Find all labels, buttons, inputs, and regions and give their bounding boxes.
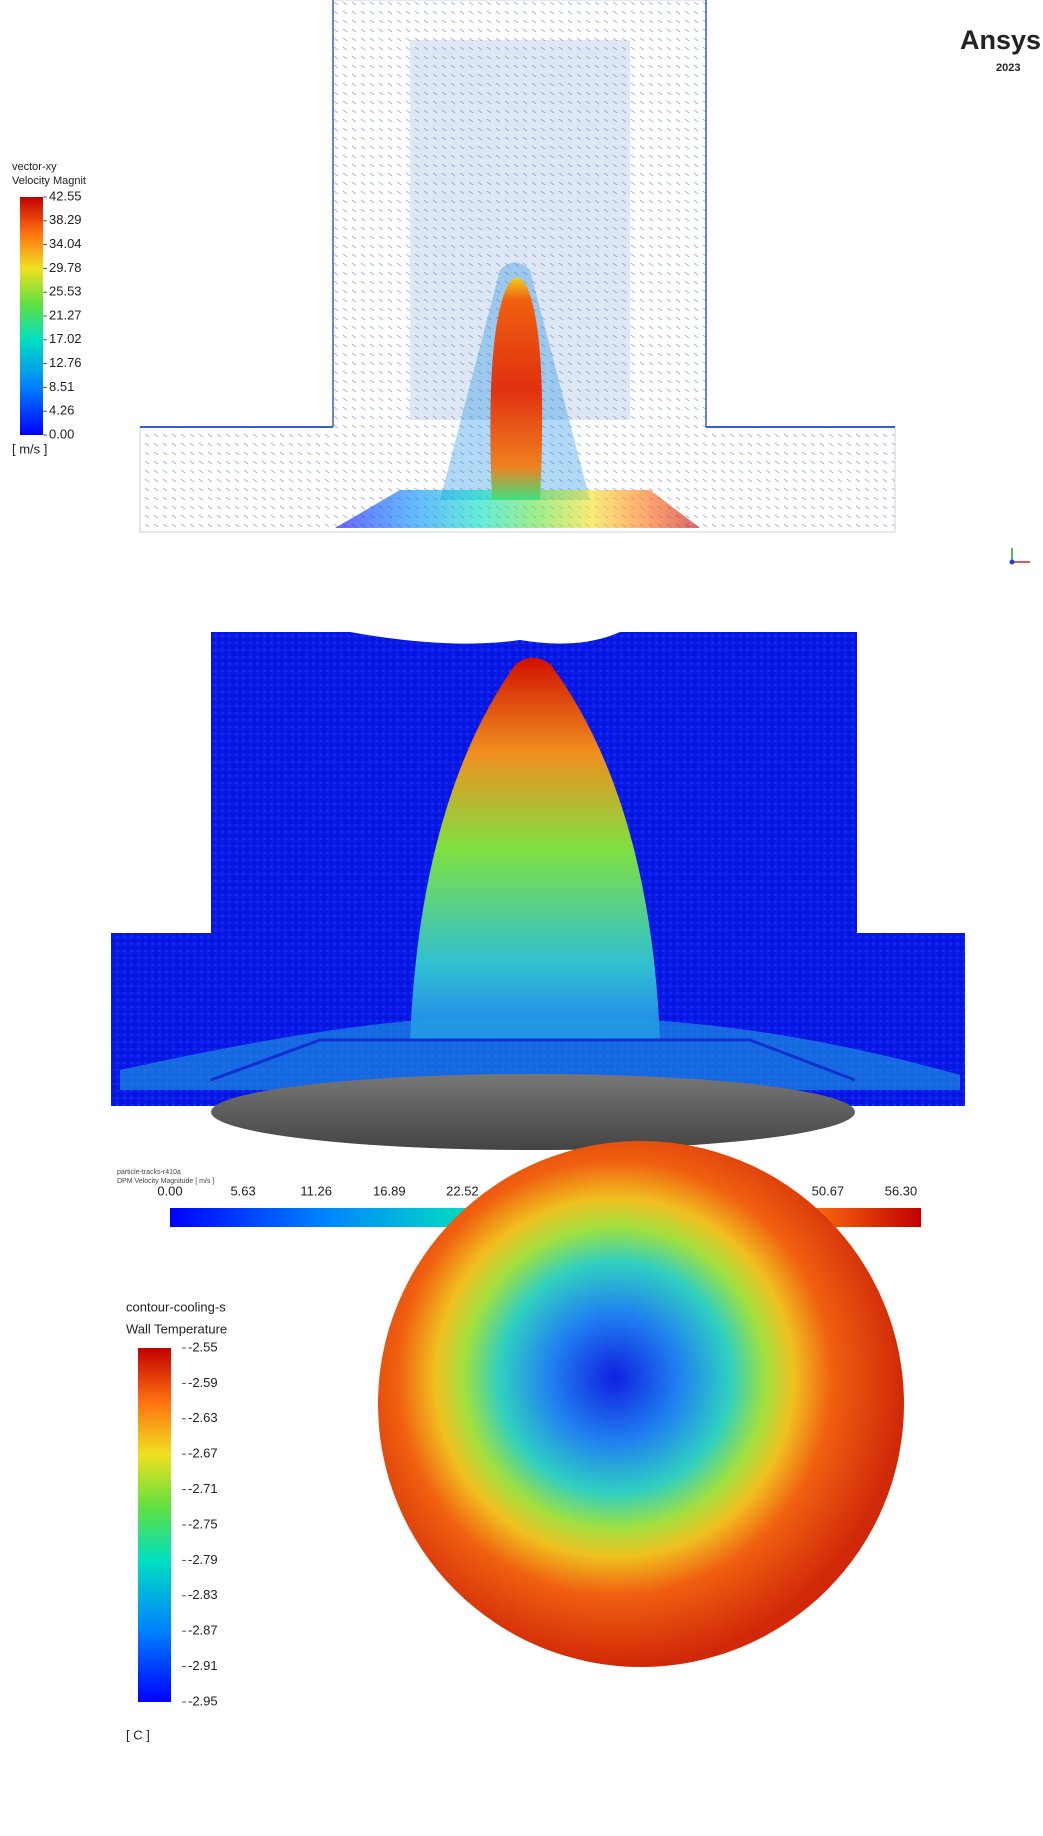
legend-quantity: Wall Temperature [126,1321,227,1336]
tick-label: 4.26 [49,403,74,418]
tick-label: -2.83 [188,1587,218,1602]
tick-label: -2.91 [188,1658,218,1673]
tick-label: 34.04 [49,236,82,251]
tick-label: -2.71 [188,1481,218,1496]
tick-label: 50.67 [812,1183,845,1198]
tick-label: 21.27 [49,307,82,322]
tick-label: 0.00 [157,1183,182,1198]
tick-label: -2.63 [188,1410,218,1425]
tick-label: 25.53 [49,284,82,299]
tick-label: 17.02 [49,331,82,346]
temperature-disk [378,1141,904,1667]
legend-quantity: Velocity Magnit [12,175,86,187]
tick-label: 0.00 [49,426,74,441]
scene: Ansys 2023 vector-xy Velocity Magnit 42.… [0,0,1043,1836]
tick-label: 16.89 [373,1183,406,1198]
brand: Ansys [960,25,1041,55]
tick-label: 5.63 [230,1183,255,1198]
legend-title: vector-xy [12,161,57,173]
color-bar [138,1348,171,1702]
legend-title: contour-cooling-s [126,1299,226,1314]
tick-label: 8.51 [49,379,74,394]
page: Ansys 2023 vector-xy Velocity Magnit 42.… [0,0,1043,1836]
tick-label: 56.30 [885,1183,918,1198]
tick-label: 38.29 [49,212,82,227]
tick-label: 29.78 [49,260,82,275]
vector-plot [140,0,895,532]
tick-label: -2.87 [188,1623,218,1638]
tick-label: -2.75 [188,1516,218,1531]
particle-plot [111,632,965,1150]
legend-title: particle-tracks-r410a [117,1169,181,1176]
axis-triad [1010,548,1031,565]
tick-label: -2.67 [188,1446,218,1461]
tick-label: 42.55 [49,188,82,203]
legend-unit: [ C ] [126,1727,150,1742]
tick-label: -2.59 [188,1375,218,1390]
tick-label: -2.79 [188,1552,218,1567]
version: 2023 [996,62,1020,74]
legend-unit: [ m/s ] [12,441,47,456]
color-bar [20,197,43,435]
tick-label: -2.55 [188,1339,218,1354]
tick-label: 11.26 [300,1183,332,1198]
tick-label: 22.52 [446,1183,479,1198]
tick-label: -2.95 [188,1693,218,1708]
tick-label: 12.76 [49,355,82,370]
